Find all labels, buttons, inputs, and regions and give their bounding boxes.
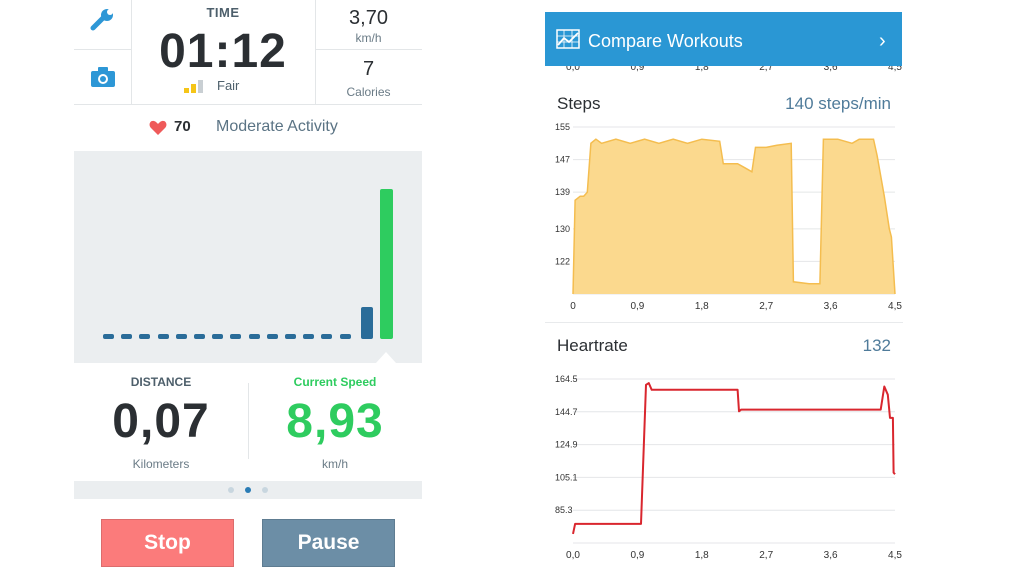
top-axis-tick: 2,7 [759, 62, 773, 73]
steps-chart: 155 147 139 130 122 0 0,9 1,8 2,7 3,6 4,5 [555, 122, 902, 312]
x-tick-label: 0,9 [630, 550, 644, 561]
heart-rate-value: 70 [174, 118, 191, 135]
top-axis-strip: 0,0 0,9 1,8 2,7 3,6 4,5 [566, 62, 902, 73]
x-tick-label: 2,7 [759, 550, 773, 561]
time-value: 01:12 [159, 25, 287, 78]
distance-value: 0,07 [112, 395, 210, 448]
compare-workouts-header[interactable]: Compare Workouts › [545, 12, 902, 66]
heart-icon [149, 120, 167, 135]
current-speed-value: 8,93 [286, 395, 384, 448]
x-tick-label: 1,8 [695, 301, 709, 312]
idle-speed-segment [194, 334, 205, 339]
idle-speed-segment [285, 334, 296, 339]
x-tick-label: 4,5 [888, 550, 902, 561]
activity-level: Moderate Activity [216, 118, 338, 135]
top-axis-tick: 0,0 [566, 62, 580, 73]
idle-speed-segment [321, 334, 333, 339]
x-tick-label: 3,6 [824, 550, 838, 561]
y-tick-label: 105.1 [555, 472, 578, 482]
top-axis-tick: 0,9 [630, 62, 644, 73]
current-speed-label: Current Speed [293, 375, 377, 389]
heart-rate-row: 70 Moderate Activity [74, 117, 422, 139]
idle-speed-segment [157, 334, 169, 339]
stop-button[interactable]: Stop [101, 519, 234, 567]
heartrate-value: 132 [862, 336, 891, 355]
page-dot[interactable] [228, 487, 234, 493]
chevron-right-icon[interactable]: › [879, 30, 886, 52]
idle-speed-segment [339, 334, 351, 339]
quality-label: Fair [217, 78, 240, 93]
x-tick-label: 4,5 [888, 301, 902, 312]
distance-label: DISTANCE [130, 375, 192, 389]
idle-speed-segment [175, 334, 187, 339]
y-tick-label: 155 [555, 122, 570, 132]
page-dot[interactable] [262, 487, 268, 493]
top-axis-tick: 4,5 [888, 62, 902, 73]
header-title: Compare Workouts [588, 31, 743, 51]
calories-value: 7 [362, 58, 375, 80]
steps-area [573, 139, 895, 294]
y-tick-label: 164.5 [555, 374, 578, 384]
speed-history-graph [74, 151, 422, 363]
speed-small-value: 3,70 [349, 7, 388, 29]
idle-speed-segment [266, 334, 278, 339]
y-tick-label: 147 [555, 155, 570, 165]
idle-speed-segment [121, 334, 133, 339]
stats-header: TIME 01:12 Fair 3,70 km/h 7 Calories [74, 0, 422, 105]
idle-speed-segment [212, 334, 224, 339]
quality-bar [191, 84, 196, 93]
graph-pointer [376, 352, 396, 363]
camera-icon[interactable] [90, 66, 116, 88]
x-tick-label: 2,7 [759, 301, 773, 312]
pause-button[interactable]: Pause [262, 519, 395, 567]
page-indicator [74, 481, 422, 499]
wrench-icon[interactable] [90, 8, 116, 34]
x-tick-label: 0,9 [630, 301, 644, 312]
chart-icon [556, 29, 580, 49]
heartrate-chart: 164.5 144.7 124.9 105.1 85.3 0,0 0,9 1,8 2,7 3,6 4… [555, 374, 902, 561]
quality-bar [184, 88, 189, 93]
idle-speed-segment [248, 334, 260, 339]
steps-title: Steps [557, 94, 601, 113]
x-tick-label: 0 [570, 301, 576, 312]
y-tick-label: 124.9 [555, 440, 578, 450]
heartrate-line [572, 382, 896, 535]
top-axis-tick: 3,6 [824, 62, 838, 73]
workout-tracker-screen: TIME 01:12 Fair 3,70 km/h 7 Calories 70 … [74, 0, 422, 576]
page-dot[interactable] [245, 487, 251, 493]
speed-small-unit: km/h [355, 31, 382, 45]
speed-bar-current [380, 189, 393, 339]
current-speed-unit: km/h [321, 457, 348, 471]
distance-unit: Kilometers [132, 457, 190, 471]
y-tick-label: 139 [555, 187, 570, 197]
y-tick-label: 122 [555, 256, 570, 266]
compare-workouts-screen: 0,0 0,9 1,8 2,7 3,6 4,5 Compare Workouts › St… [545, 0, 903, 576]
idle-speed-segment [139, 334, 151, 339]
x-tick-label: 1,8 [695, 550, 709, 561]
x-tick-label: 0,0 [566, 550, 580, 561]
idle-speed-segment [303, 334, 315, 339]
steps-line [572, 138, 896, 295]
speed-bar-previous [361, 307, 373, 339]
idle-speed-segment [103, 334, 114, 339]
x-tick-label: 3,6 [824, 301, 838, 312]
top-axis-tick: 1,8 [695, 62, 709, 73]
calories-unit: Calories [346, 85, 391, 99]
steps-value: 140 steps/min [785, 94, 891, 113]
quality-bar [198, 80, 203, 93]
idle-speed-segment [230, 334, 242, 339]
y-tick-label: 144.7 [555, 407, 578, 417]
time-label: TIME [206, 5, 240, 20]
y-tick-label: 130 [555, 224, 570, 234]
y-tick-label: 85.3 [555, 505, 573, 515]
heartrate-title: Heartrate [557, 336, 628, 355]
